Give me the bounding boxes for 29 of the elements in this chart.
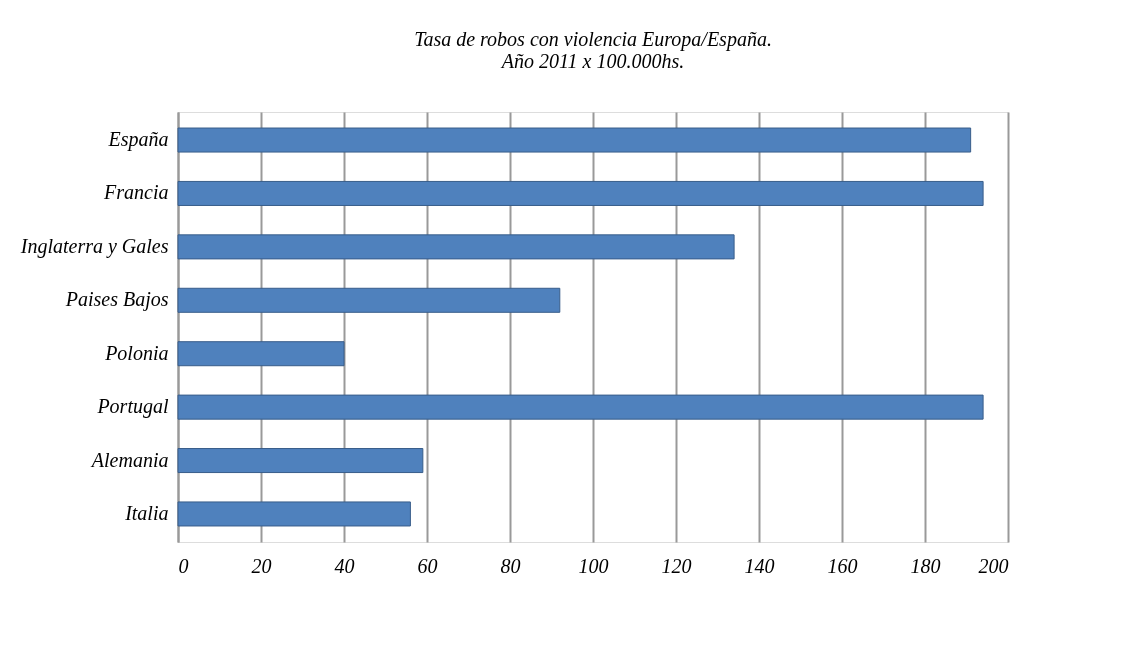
y-tick-label: Alemania	[89, 448, 169, 471]
x-tick-label: 100	[578, 554, 609, 577]
x-tick-label: 20	[251, 554, 272, 577]
bar	[177, 394, 984, 420]
bar	[177, 341, 345, 367]
x-tick-label: 40	[334, 554, 355, 577]
x-tick-label: 80	[500, 554, 521, 577]
bar	[177, 287, 561, 313]
x-tick-label: 120	[661, 554, 692, 577]
y-tick-label: Polonia	[104, 341, 169, 364]
text: Tasa de robos con violencia Europa/España.	[414, 28, 772, 50]
bar	[177, 501, 411, 527]
x-tick-label: 200	[978, 554, 1009, 577]
x-tick-label: 180	[910, 554, 941, 577]
y-tick-label: Paises Bajos	[64, 288, 169, 312]
x-tick-label: 160	[827, 554, 858, 577]
bar	[177, 180, 984, 206]
y-tick-label: Italia	[124, 501, 169, 524]
y-tick-label: España	[107, 128, 169, 152]
x-tick-label: 140	[744, 554, 775, 577]
bar	[177, 127, 972, 153]
x-tick-label: 0	[178, 554, 189, 577]
bar	[177, 234, 735, 260]
y-tick-label: Inglaterra y Gales	[19, 234, 169, 258]
y-tick-label: Francia	[103, 181, 169, 204]
bar	[177, 448, 424, 474]
y-tick-label: Portugal	[96, 395, 169, 419]
text: Año 2011 x 100.000hs.	[501, 50, 685, 72]
x-tick-label: 60	[417, 554, 438, 577]
